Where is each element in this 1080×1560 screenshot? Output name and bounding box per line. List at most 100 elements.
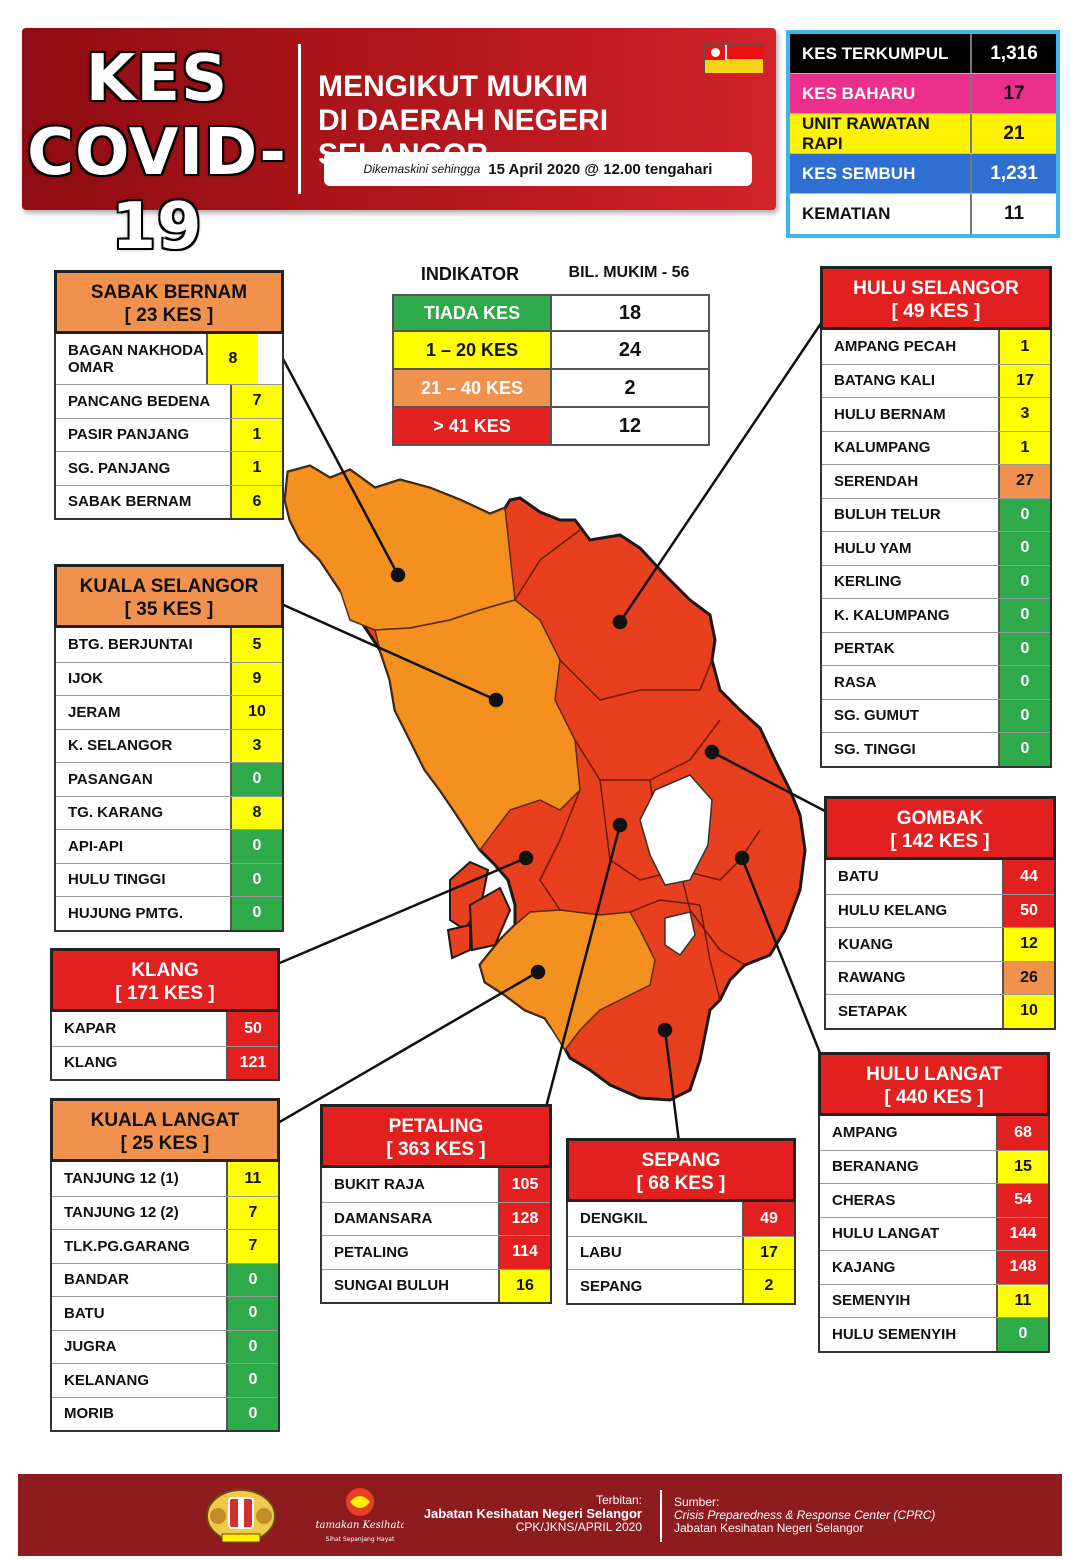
mukim-list: BATU 44 HULU KELANG 50 KUANG 12 RAWANG 26 SETAPA… — [824, 860, 1056, 1030]
mukim-value: 1 — [230, 418, 282, 451]
mukim-name: BANDAR — [64, 1271, 129, 1289]
district-name: HULU SELANGOR — [853, 278, 1019, 299]
mukim-row: SUNGAI BULUH 16 — [322, 1268, 550, 1302]
mukim-name: SERENDAH — [834, 472, 919, 490]
mukim-row: SETAPAK 10 — [826, 994, 1054, 1028]
summary-row: KES BAHARU 17 — [790, 74, 1056, 114]
district-gombak: GOMBAK[ 142 KES ] BATU 44 HULU KELANG 50 KUAN… — [824, 796, 1056, 1030]
district-total: [ 25 KES ] — [120, 1133, 210, 1154]
mukim-name: AMPANG PECAH — [834, 338, 957, 356]
mukim-row: KUANG 12 — [826, 927, 1054, 961]
mukim-row: BANDAR 0 — [52, 1262, 278, 1296]
mukim-row: SG. PANJANG 1 — [56, 451, 282, 485]
mukim-list: BUKIT RAJA 105 DAMANSARA 128 PETALING 114 SUNG… — [320, 1168, 552, 1304]
mukim-name: KUANG — [838, 935, 893, 953]
mukim-name: BULUH TELUR — [834, 506, 941, 524]
mukim-name: IJOK — [68, 670, 104, 688]
district-petaling: PETALING[ 363 KES ] BUKIT RAJA 105 DAMANSAR… — [320, 1104, 552, 1304]
mukim-name: SG. TINGGI — [834, 740, 916, 758]
mukim-value: 0 — [226, 1330, 278, 1363]
map-kuala-lumpur-area — [639, 774, 713, 886]
mukim-value: 15 — [996, 1150, 1048, 1183]
summary-row: UNIT RAWATAN RAPI 21 — [790, 114, 1056, 154]
district-hulu-selangor: HULU SELANGOR[ 49 KES ] AMPANG PECAH 1 BATA… — [820, 266, 1052, 768]
summary-label: UNIT RAWATAN RAPI — [790, 114, 972, 153]
district-header: HULU LANGAT[ 440 KES ] — [818, 1052, 1050, 1116]
publisher-name: Jabatan Kesihatan Negeri Selangor — [423, 1506, 642, 1521]
summary-label: KES BAHARU — [790, 74, 972, 113]
mukim-name: TG. KARANG — [68, 804, 163, 822]
district-name: HULU LANGAT — [866, 1064, 1002, 1085]
mukim-value: 0 — [226, 1397, 278, 1430]
publisher-label: Terbitan: — [595, 1493, 642, 1507]
mukim-row: BAGAN NAKHODA OMAR 8 — [56, 334, 282, 384]
district-name: PETALING — [388, 1116, 484, 1137]
mukim-value: 1 — [230, 452, 282, 485]
district-name: KUALA LANGAT — [90, 1110, 240, 1131]
summary-label: KEMATIAN — [790, 194, 972, 234]
mukim-value: 0 — [998, 632, 1050, 665]
legend-row: TIADA KES 18 — [392, 294, 710, 332]
district-total: [ 440 KES ] — [884, 1087, 984, 1108]
mukim-row: BTG. BERJUNTAI 5 — [56, 628, 282, 662]
source-line-1: Crisis Preparedness & Response Center (C… — [674, 1508, 936, 1522]
map-island-2 — [468, 886, 512, 952]
mukim-row: K. KALUMPANG 0 — [822, 598, 1050, 632]
mukim-value: 7 — [226, 1196, 278, 1229]
mukim-name: JERAM — [68, 703, 121, 721]
mukim-name: BAGAN NAKHODA OMAR — [68, 342, 204, 376]
map-outline — [283, 464, 807, 1102]
district-name: SEPANG — [641, 1150, 721, 1171]
mukim-name: SETAPAK — [838, 1002, 908, 1020]
mukim-name: TLK.PG.GARANG — [64, 1237, 190, 1255]
mukim-name: SUNGAI BULUH — [334, 1277, 449, 1295]
legend-header-left: INDIKATOR — [420, 264, 520, 284]
mukim-value: 0 — [998, 733, 1050, 766]
title-line-2: COVID-19 — [27, 116, 287, 264]
map-island-3 — [446, 923, 471, 960]
mukim-row: SG. GUMUT 0 — [822, 698, 1050, 732]
mukim-name: SG. GUMUT — [834, 707, 919, 725]
mukim-name: SEPANG — [580, 1277, 643, 1295]
mukim-name: KAJANG — [832, 1258, 896, 1276]
mukim-name: BATU — [64, 1304, 105, 1322]
district-header: SEPANG[ 68 KES ] — [566, 1138, 796, 1202]
mukim-row: JERAM 10 — [56, 695, 282, 729]
updated-label: Dikemaskini sehingga — [363, 162, 481, 176]
mukim-name: TANJUNG 12 (1) — [64, 1170, 179, 1188]
map-region-kuala-selangor — [374, 599, 581, 852]
mukim-value: 0 — [998, 498, 1050, 531]
header-divider — [298, 44, 301, 194]
mukim-name: K. SELANGOR — [68, 737, 173, 755]
mukim-row: PETALING 114 — [322, 1235, 550, 1269]
mukim-row: KAJANG 148 — [820, 1250, 1048, 1284]
mukim-value: 44 — [1002, 860, 1054, 894]
district-kuala-langat: KUALA LANGAT[ 25 KES ] TANJUNG 12 (1) 11 TA… — [50, 1098, 280, 1432]
mukim-value: 11 — [996, 1284, 1048, 1317]
district-name: SABAK BERNAM — [90, 282, 248, 303]
mukim-name: SEMENYIH — [832, 1292, 911, 1310]
mukim-name: PANCANG BEDENA — [68, 392, 211, 410]
mukim-list: DENGKIL 49 LABU 17 SEPANG 2 — [566, 1202, 796, 1305]
mukim-row: BULUH TELUR 0 — [822, 497, 1050, 531]
footer-divider — [660, 1490, 662, 1542]
mukim-row: KELANANG 0 — [52, 1363, 278, 1397]
mukim-name: BATANG KALI — [834, 372, 936, 390]
mukim-row: HULU SEMENYIH 0 — [820, 1317, 1048, 1351]
mukim-row: KERLING 0 — [822, 564, 1050, 598]
summary-value: 11 — [972, 194, 1056, 234]
mukim-name: DENGKIL — [580, 1210, 648, 1228]
legend-row: 21 – 40 KES 2 — [392, 370, 710, 408]
district-header: KUALA LANGAT[ 25 KES ] — [50, 1098, 280, 1162]
mukim-value: 0 — [998, 599, 1050, 632]
mukim-value: 27 — [998, 465, 1050, 498]
title-line-1: KES — [85, 42, 229, 116]
mukim-row: TG. KARANG 8 — [56, 795, 282, 829]
legend-label: 1 – 20 KES — [394, 332, 550, 368]
mukim-name: SG. PANJANG — [68, 459, 171, 477]
summary-label: KES TERKUMPUL — [790, 34, 972, 73]
district-header: HULU SELANGOR[ 49 KES ] — [820, 266, 1052, 330]
summary-value: 17 — [972, 74, 1056, 113]
district-total: [ 23 KES ] — [124, 305, 214, 326]
district-name: GOMBAK — [896, 808, 984, 829]
